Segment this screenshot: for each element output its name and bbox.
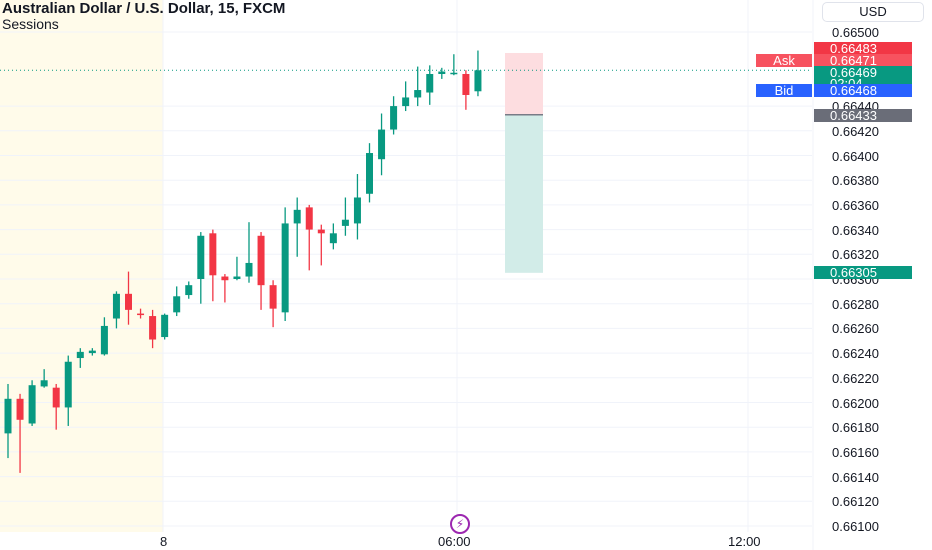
candle-body [450,72,458,75]
bid-price-tag: 0.66468 [814,84,912,97]
candle-body [414,90,422,98]
candle-body [137,313,145,316]
last-price-tag: 0.66469 [814,66,912,79]
price-tick-label: 0.66180 [832,420,879,436]
price-tick-label: 0.66340 [832,222,879,238]
candle-body [28,385,36,424]
price-tick-label: 0.66160 [832,444,879,460]
candle-body [317,229,325,234]
high-price-tag: 0.66483 [814,42,912,55]
candle-body [161,314,169,338]
candle-body [233,276,241,279]
ask-label: Ask [756,54,812,67]
price-tick-label: 0.66320 [832,247,879,263]
candle-body [281,223,289,313]
candle-body [76,351,84,359]
chart-legend: Australian Dollar / U.S. Dollar, 15, FXC… [2,1,285,31]
candle-body [245,262,253,277]
candle-body [173,296,181,313]
time-tick-label: 12:00 [728,534,761,549]
candle-body [209,233,217,276]
price-tick-label: 0.66120 [832,494,879,510]
entry-price-tag: 0.66433 [814,109,912,122]
candle-body [40,380,48,387]
time-tick-label: 06:00 [438,534,471,549]
price-tick-label: 0.66140 [832,469,879,485]
candle-body [16,398,24,420]
candle-body [390,106,398,130]
candle-body [426,73,434,93]
price-tick-label: 0.66280 [832,296,879,312]
target-price-tag: 0.66305 [814,266,912,279]
candle-body [329,233,337,244]
candle-body [402,97,410,107]
candle-body [112,293,120,319]
price-tick-label: 0.66400 [832,148,879,164]
time-tick-label: 8 [160,534,168,549]
candle-body [100,325,108,355]
lightning-icon[interactable]: ⚡ [450,514,470,534]
price-tick-label: 0.66220 [832,370,879,386]
indicator-name: Sessions [2,15,59,32]
candle-body [366,153,373,194]
candle-body [88,350,96,354]
price-tick-label: 0.66500 [832,25,879,40]
candle-body [149,316,157,340]
candle-body [293,209,301,224]
position-stop-zone [505,52,543,115]
price-tick-label: 0.66260 [832,321,879,337]
candle-body [462,73,470,95]
price-tick-label: 0.66380 [832,173,879,189]
candle-body [4,398,12,434]
candle-body [257,235,265,286]
price-tick-label: 0.66200 [832,395,879,411]
position-target-zone [505,114,543,273]
session-background [0,0,163,532]
candle-body [185,285,193,296]
candle-body [341,219,349,226]
candle-body [474,70,482,92]
ask-price-tag: 0.66471 [814,54,912,67]
price-tick-label: 0.66420 [832,123,879,139]
candle-body [438,71,446,74]
candle-body [125,293,132,310]
candle-body [378,129,386,160]
candle-body [64,361,72,408]
currency-button[interactable]: USD [822,2,924,22]
bid-label: Bid [756,84,812,97]
candle-body [221,276,229,281]
price-tick-label: 0.66100 [832,519,879,534]
price-tick-label: 0.66360 [832,197,879,213]
price-tick-label: 0.66240 [832,346,879,362]
candle-body [197,235,205,279]
symbol-title: Australian Dollar / U.S. Dollar, 15, FXC… [2,0,286,17]
candle-body [52,387,60,408]
candle-body [353,197,361,224]
candle-body [269,285,277,309]
candle-body [305,207,313,230]
